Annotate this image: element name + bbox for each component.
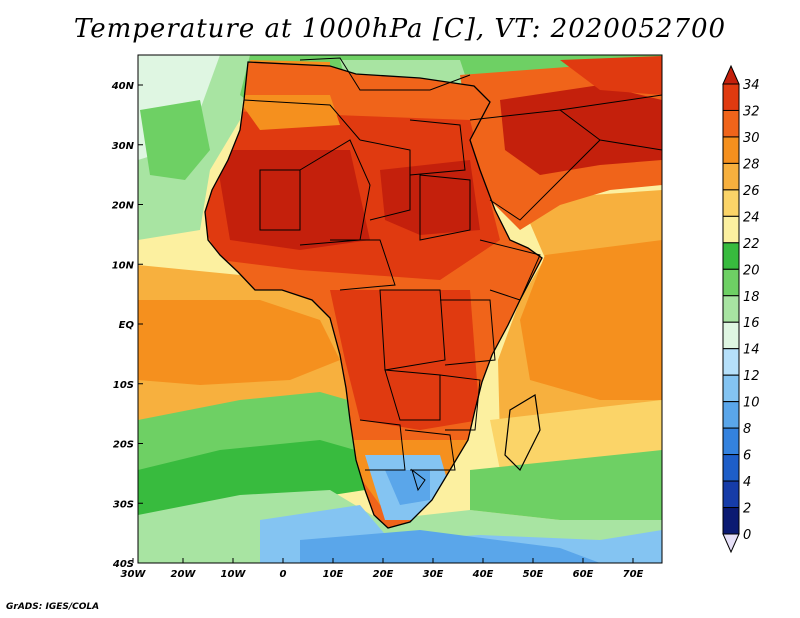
colorbar-label: 20: [743, 263, 760, 278]
lat-tick-label: 10N: [112, 260, 135, 271]
colorbar-band: [722, 136, 740, 164]
colorbar-band: [722, 109, 740, 138]
lon-tick-label: 40E: [472, 569, 494, 580]
longitude-axis: 30W 20W 10W 0 10E 20E 30E 40E 50E 60E 70E: [121, 558, 644, 580]
colorbar-label: 10: [743, 396, 760, 411]
lon-tick-label: 0: [280, 569, 287, 580]
lat-tick-label: 20N: [112, 201, 135, 212]
lon-tick-label: 30W: [121, 569, 147, 580]
colorbar-label: 14: [743, 343, 760, 358]
colorbar-label: 28: [743, 157, 760, 172]
colorbar-band: [722, 454, 740, 482]
chart-title: Temperature at 1000hPa [C], VT: 20200527…: [73, 14, 727, 44]
colorbar-band: [722, 427, 740, 456]
grads-credit: GrADS: IGES/COLA: [6, 602, 100, 612]
lon-tick-label: 20W: [171, 569, 197, 580]
lon-tick-label: 10W: [221, 569, 247, 580]
colorbar-band: [722, 348, 740, 376]
lon-tick-label: 70E: [623, 569, 644, 580]
colorbar-band: [722, 162, 740, 191]
lat-tick-label: EQ: [119, 320, 135, 331]
colorbar-label: 8: [743, 422, 751, 437]
colorbar-label: 18: [743, 290, 760, 305]
colorbar-label: 26: [743, 184, 760, 199]
colorbar-min-arrow: [722, 533, 740, 554]
lat-tick-label: 40N: [111, 81, 135, 92]
colorbar-band: [722, 268, 740, 297]
country-borders: [204, 57, 662, 529]
colorbar-band: [722, 242, 740, 270]
lat-tick-label: 30S: [113, 499, 134, 510]
colorbar-band: [722, 189, 740, 217]
colorbar-label: 16: [743, 316, 760, 331]
colorbar-band: [722, 295, 740, 323]
lon-tick-label: 50E: [523, 569, 544, 580]
map-frame: [137, 54, 663, 564]
lon-tick-label: 30E: [423, 569, 444, 580]
colorbar-max-arrow: [722, 64, 740, 85]
colorbar-label: 30: [743, 131, 760, 146]
colorbar-label: 32: [743, 104, 760, 119]
colorbar-band: [722, 321, 740, 350]
colorbar-band: [722, 374, 740, 403]
colorbar-label: 22: [743, 237, 760, 252]
latitude-axis: 40N 30N 20N 10N EQ 10S 20S 30S 40S: [111, 81, 143, 570]
lat-tick-label: 30N: [112, 141, 135, 152]
colorbar-band: [722, 215, 740, 244]
lon-tick-label: 60E: [573, 569, 594, 580]
colorbar-label: 24: [743, 210, 760, 225]
colorbar-label: 6: [743, 449, 751, 464]
lat-tick-label: 10S: [113, 380, 134, 391]
colorbar-band: [722, 83, 740, 111]
colorbar-label: 2: [743, 502, 751, 517]
colorbar-band: [722, 507, 740, 535]
lat-tick-label: 40S: [112, 559, 134, 570]
colorbar-label: 4: [743, 475, 751, 490]
colorbar-label: 0: [743, 528, 751, 543]
lat-tick-label: 20S: [113, 440, 134, 451]
colorbar-band: [722, 401, 740, 429]
lon-tick-label: 10E: [323, 569, 344, 580]
colorbar-label: 12: [743, 369, 760, 384]
colorbar-band: [722, 480, 740, 509]
colorbar-label: 34: [743, 78, 760, 93]
lon-tick-label: 20E: [373, 569, 394, 580]
